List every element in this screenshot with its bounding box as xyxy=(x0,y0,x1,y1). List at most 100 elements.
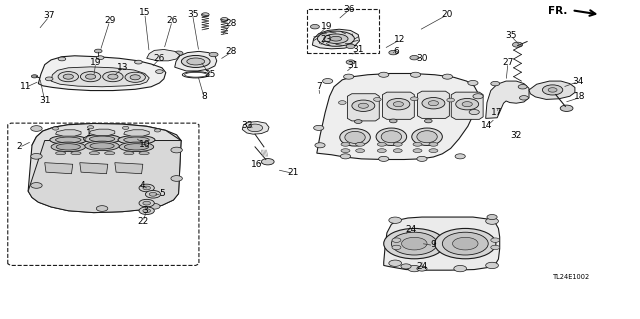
Circle shape xyxy=(384,228,445,259)
Ellipse shape xyxy=(378,149,387,152)
Circle shape xyxy=(379,72,389,77)
Ellipse shape xyxy=(90,152,100,155)
Ellipse shape xyxy=(381,131,401,143)
Ellipse shape xyxy=(84,135,120,143)
Circle shape xyxy=(134,60,142,64)
Polygon shape xyxy=(28,141,181,213)
Circle shape xyxy=(31,182,42,188)
Ellipse shape xyxy=(378,142,387,146)
Text: 33: 33 xyxy=(241,121,252,130)
Polygon shape xyxy=(243,122,269,134)
Polygon shape xyxy=(451,92,483,119)
Circle shape xyxy=(45,77,53,81)
Text: 35: 35 xyxy=(506,31,517,40)
Circle shape xyxy=(315,143,325,148)
Polygon shape xyxy=(124,130,149,136)
Text: 35: 35 xyxy=(187,10,198,19)
Circle shape xyxy=(209,52,218,57)
Circle shape xyxy=(486,218,499,224)
Text: 31: 31 xyxy=(39,96,51,105)
Ellipse shape xyxy=(412,128,442,145)
Ellipse shape xyxy=(355,120,362,123)
Circle shape xyxy=(447,98,454,102)
Circle shape xyxy=(392,232,437,255)
Ellipse shape xyxy=(85,141,119,151)
Circle shape xyxy=(261,159,274,165)
Circle shape xyxy=(410,97,418,101)
Polygon shape xyxy=(51,67,149,87)
Text: 26: 26 xyxy=(154,54,165,63)
Text: 24: 24 xyxy=(405,225,416,234)
Circle shape xyxy=(154,129,161,132)
Circle shape xyxy=(442,232,488,255)
Circle shape xyxy=(417,156,427,161)
Text: 9: 9 xyxy=(431,241,436,249)
Ellipse shape xyxy=(376,128,406,145)
Text: FR.: FR. xyxy=(548,6,567,16)
Circle shape xyxy=(392,245,401,250)
Text: 36: 36 xyxy=(343,5,355,14)
Text: TL24E1002: TL24E1002 xyxy=(553,274,590,280)
Ellipse shape xyxy=(417,131,437,143)
Circle shape xyxy=(401,264,411,269)
Circle shape xyxy=(58,57,66,61)
Circle shape xyxy=(422,98,445,109)
Text: 11: 11 xyxy=(20,82,31,91)
Polygon shape xyxy=(115,163,143,174)
Text: 23: 23 xyxy=(321,35,332,44)
Circle shape xyxy=(174,51,183,56)
Circle shape xyxy=(520,96,529,100)
Circle shape xyxy=(392,238,401,242)
Ellipse shape xyxy=(324,34,348,43)
Circle shape xyxy=(139,207,154,214)
Text: 18: 18 xyxy=(574,93,586,101)
Polygon shape xyxy=(90,129,115,136)
Circle shape xyxy=(410,56,419,60)
Ellipse shape xyxy=(118,136,155,144)
Ellipse shape xyxy=(341,149,350,152)
Text: 3: 3 xyxy=(142,206,148,215)
Polygon shape xyxy=(312,29,360,49)
Circle shape xyxy=(247,124,262,132)
Text: 10: 10 xyxy=(139,140,150,149)
Circle shape xyxy=(171,147,182,153)
Circle shape xyxy=(148,204,160,209)
Circle shape xyxy=(63,74,74,79)
Ellipse shape xyxy=(424,119,432,123)
Circle shape xyxy=(143,201,150,205)
Ellipse shape xyxy=(56,144,81,150)
Text: 28: 28 xyxy=(225,48,236,56)
Ellipse shape xyxy=(429,149,438,152)
Circle shape xyxy=(469,109,479,115)
Ellipse shape xyxy=(124,137,149,143)
Circle shape xyxy=(97,206,108,211)
Circle shape xyxy=(310,25,319,29)
Circle shape xyxy=(97,56,104,60)
Circle shape xyxy=(513,42,523,47)
Text: 24: 24 xyxy=(417,262,428,271)
Circle shape xyxy=(31,126,42,131)
Circle shape xyxy=(58,71,79,82)
Circle shape xyxy=(435,228,496,259)
Text: 15: 15 xyxy=(139,8,150,17)
Polygon shape xyxy=(32,123,181,156)
Polygon shape xyxy=(45,163,73,174)
Circle shape xyxy=(379,156,389,161)
Polygon shape xyxy=(417,91,449,118)
Circle shape xyxy=(352,100,375,111)
Circle shape xyxy=(486,262,499,269)
Ellipse shape xyxy=(139,152,149,155)
Ellipse shape xyxy=(187,58,205,65)
Polygon shape xyxy=(56,130,81,136)
Polygon shape xyxy=(80,163,108,174)
Polygon shape xyxy=(383,92,414,119)
Text: 6: 6 xyxy=(394,48,399,56)
Text: 31: 31 xyxy=(348,61,359,70)
Circle shape xyxy=(454,265,467,272)
Circle shape xyxy=(491,238,500,242)
Circle shape xyxy=(389,50,397,55)
Circle shape xyxy=(88,126,94,129)
Text: 2: 2 xyxy=(17,142,22,151)
Circle shape xyxy=(542,85,563,95)
Circle shape xyxy=(171,176,182,181)
